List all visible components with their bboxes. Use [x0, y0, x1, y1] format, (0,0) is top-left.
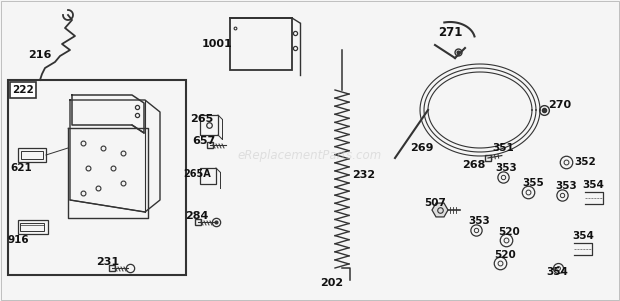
- Text: 621: 621: [10, 163, 32, 173]
- Text: 271: 271: [438, 26, 463, 39]
- Text: 354: 354: [572, 231, 594, 241]
- Polygon shape: [432, 203, 448, 217]
- Bar: [200, 168, 216, 184]
- Bar: [230, 18, 292, 70]
- Text: 657: 657: [192, 136, 215, 146]
- Text: 270: 270: [548, 100, 571, 110]
- Text: 284: 284: [185, 211, 208, 221]
- Text: 265: 265: [190, 114, 213, 124]
- Bar: [18, 220, 48, 234]
- Text: 916: 916: [8, 235, 30, 245]
- Text: 231: 231: [96, 257, 119, 267]
- Text: 222: 222: [12, 85, 34, 95]
- Text: 353: 353: [495, 163, 516, 173]
- Bar: [10, 82, 36, 98]
- Text: 265A: 265A: [183, 169, 211, 179]
- Text: eReplacementParts.com: eReplacementParts.com: [238, 148, 382, 162]
- Text: 1001: 1001: [202, 39, 232, 49]
- Text: 353: 353: [555, 181, 577, 191]
- Bar: [200, 115, 218, 135]
- Text: 354: 354: [546, 267, 568, 277]
- Text: 202: 202: [320, 278, 343, 288]
- Text: 269: 269: [410, 143, 433, 153]
- Text: 520: 520: [498, 227, 520, 237]
- Bar: [21, 151, 43, 159]
- Text: 268: 268: [462, 160, 485, 170]
- Text: 351: 351: [492, 143, 514, 153]
- Text: 520: 520: [494, 250, 516, 260]
- Text: 507: 507: [424, 198, 446, 208]
- Bar: [20, 223, 44, 231]
- Text: 355: 355: [522, 178, 544, 188]
- Bar: [8, 80, 186, 275]
- Bar: [18, 148, 46, 162]
- Text: 354: 354: [582, 180, 604, 190]
- Text: 352: 352: [574, 157, 596, 167]
- Text: 353: 353: [468, 216, 490, 226]
- Text: 216: 216: [28, 50, 51, 60]
- Text: 232: 232: [352, 170, 375, 180]
